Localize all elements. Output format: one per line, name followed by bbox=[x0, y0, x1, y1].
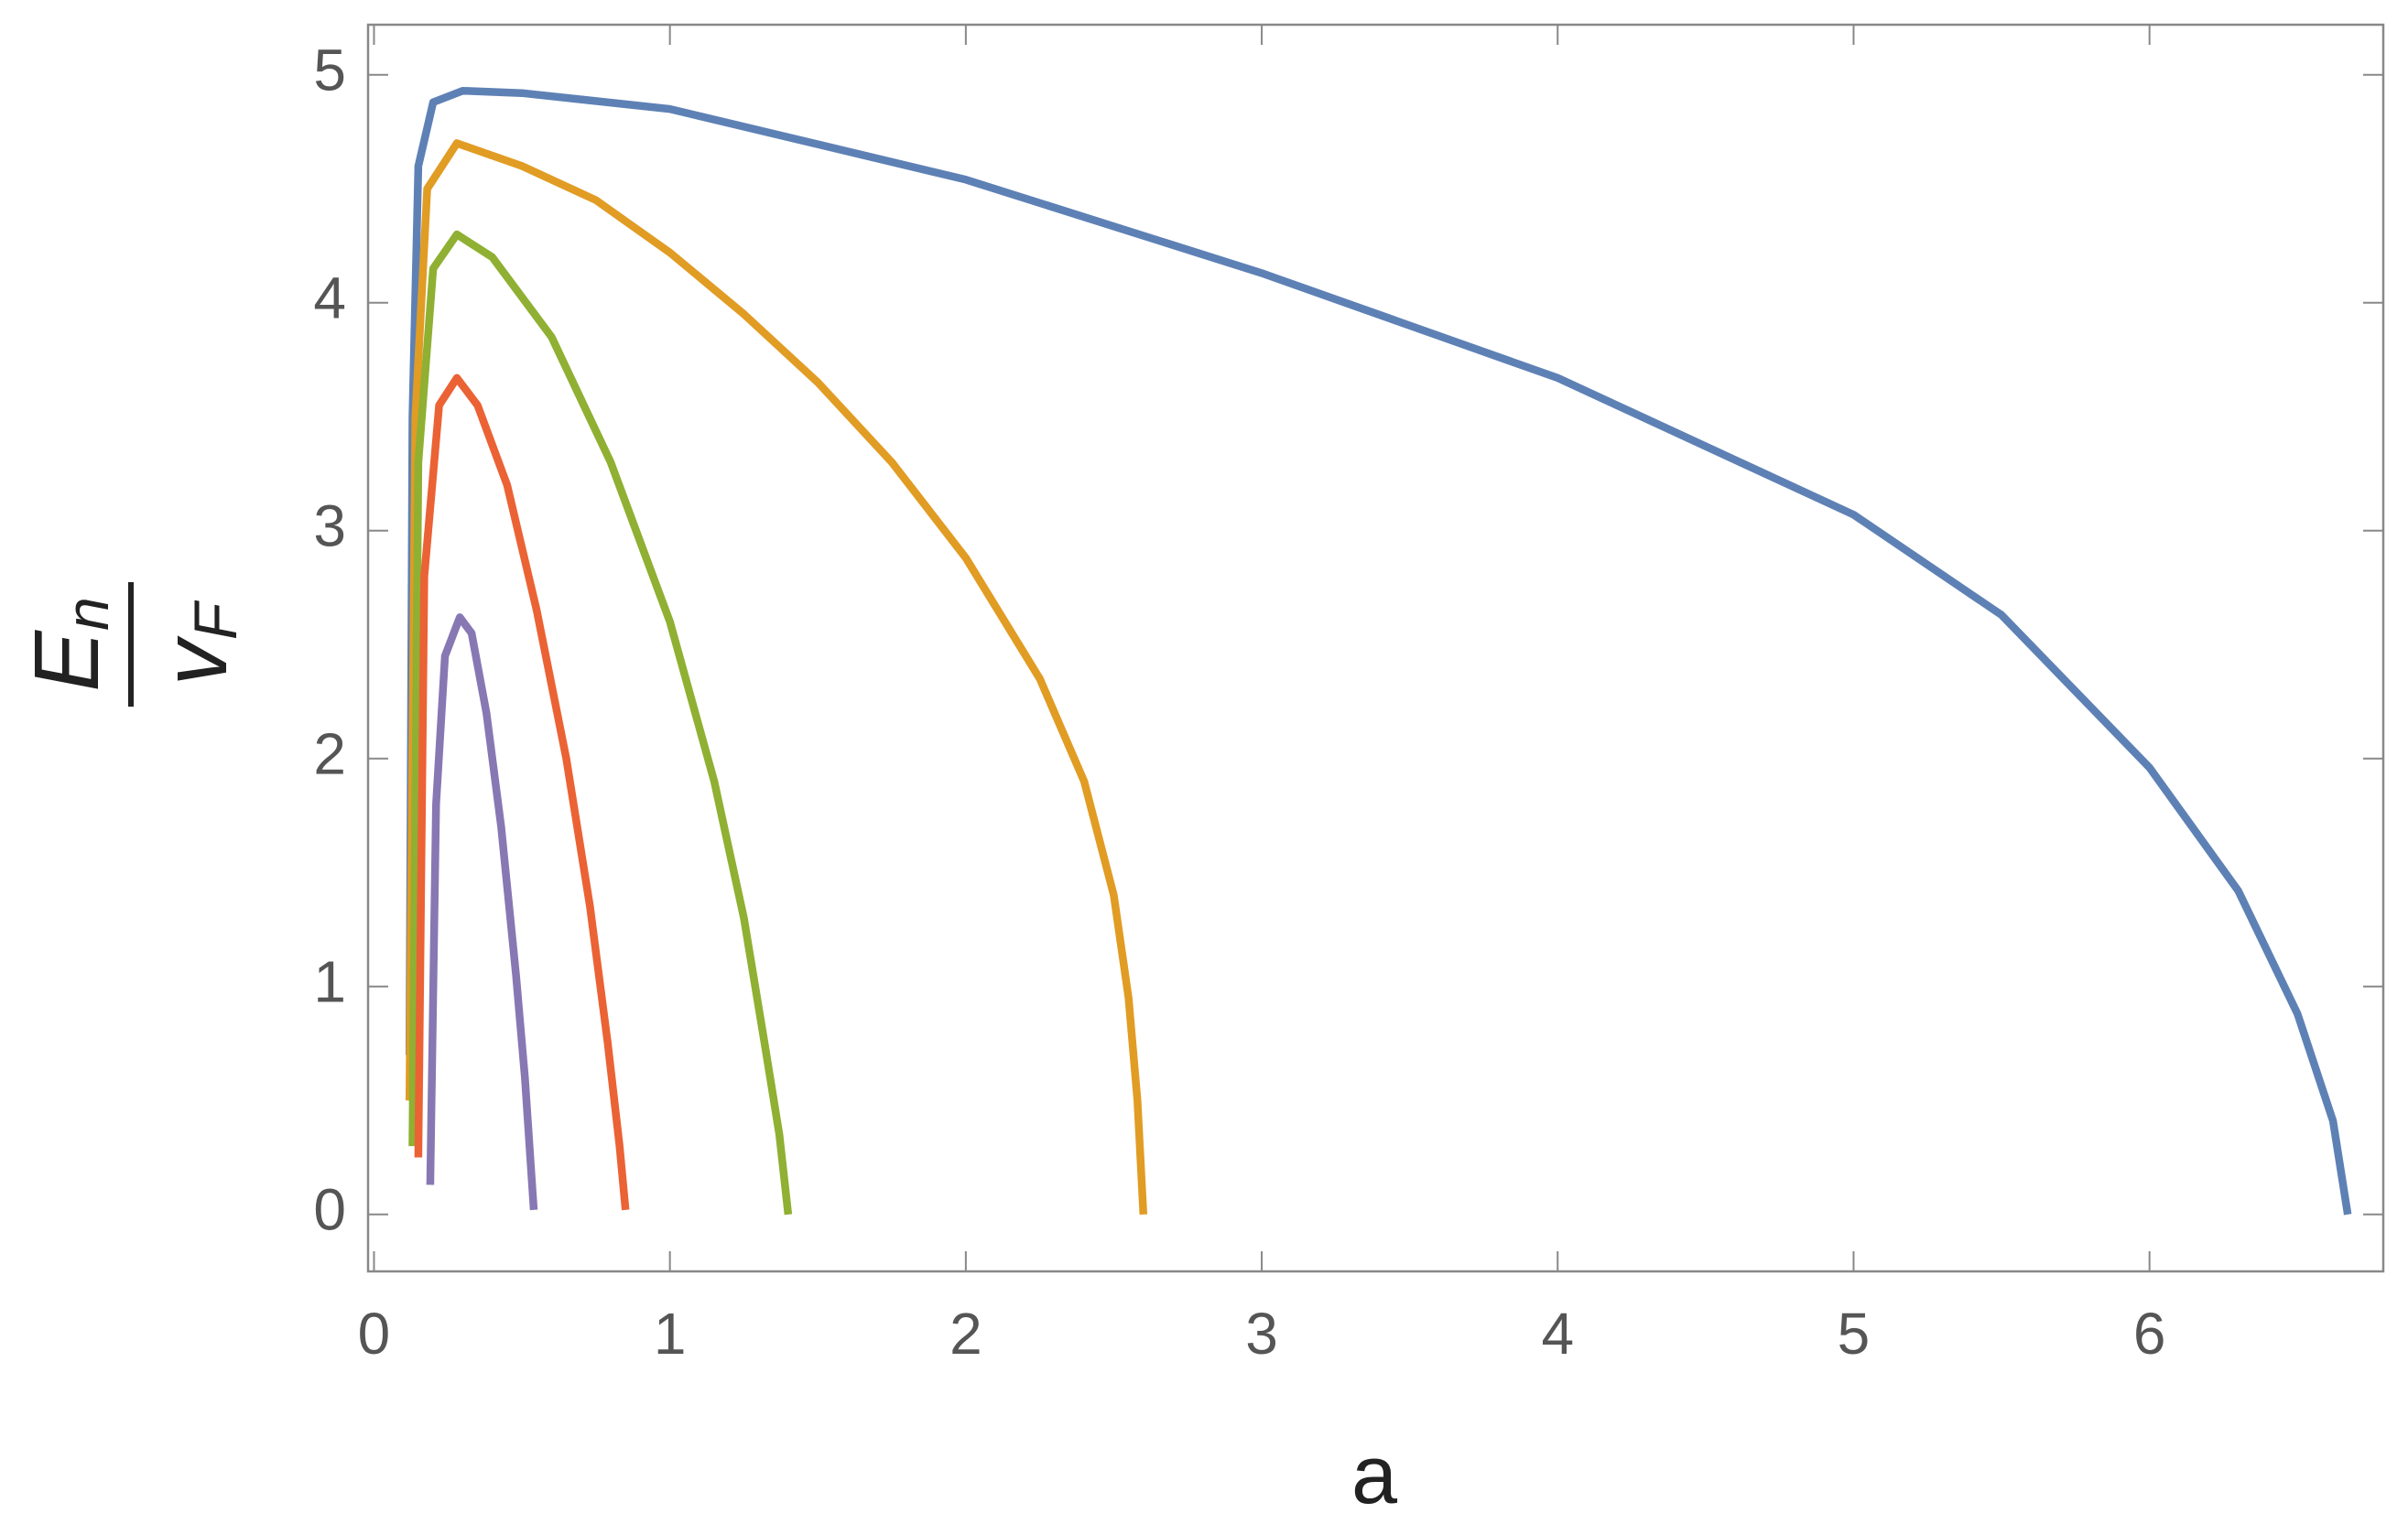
x-tick-label: 1 bbox=[654, 1301, 687, 1367]
plot-frame bbox=[366, 23, 2385, 1273]
y-label-n: n bbox=[53, 597, 121, 631]
x-tick-label: 6 bbox=[2133, 1301, 2166, 1367]
x-tick-label: 0 bbox=[358, 1301, 391, 1367]
y-tick-label: 2 bbox=[313, 721, 346, 787]
y-tick-label: 4 bbox=[313, 265, 346, 331]
y-label-numerator: En bbox=[16, 597, 121, 691]
x-tick-label: 5 bbox=[1838, 1301, 1871, 1367]
series-line bbox=[414, 373, 630, 1211]
series-line bbox=[408, 230, 793, 1216]
y-axis-label: En vF bbox=[16, 582, 249, 707]
y-label-f: F bbox=[181, 600, 249, 640]
y-tick-label: 1 bbox=[313, 949, 346, 1015]
y-tick-label: 3 bbox=[313, 493, 346, 559]
x-axis-label: a bbox=[1351, 1430, 1398, 1521]
y-label-e: E bbox=[16, 630, 118, 692]
x-tick-label: 3 bbox=[1245, 1301, 1278, 1367]
y-label-v: v bbox=[144, 635, 246, 686]
series-line bbox=[426, 613, 538, 1211]
y-tick-label: 5 bbox=[313, 38, 346, 103]
series-line bbox=[405, 139, 1148, 1216]
y-tick-label: 0 bbox=[313, 1177, 346, 1243]
series-line bbox=[405, 86, 2352, 1216]
y-label-denominator: vF bbox=[144, 600, 249, 686]
x-tick-label: 2 bbox=[949, 1301, 982, 1367]
x-tick-label: 4 bbox=[1541, 1301, 1574, 1367]
